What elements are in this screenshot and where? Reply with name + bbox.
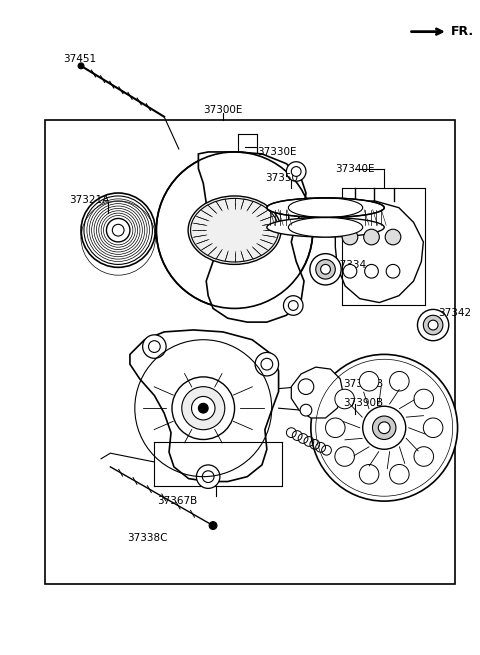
Circle shape — [81, 193, 156, 267]
Text: 37451: 37451 — [63, 54, 96, 64]
Text: 37330E: 37330E — [257, 147, 297, 157]
Circle shape — [198, 403, 208, 413]
Circle shape — [385, 229, 401, 245]
Circle shape — [343, 265, 357, 278]
Text: 37300E: 37300E — [203, 105, 242, 115]
Circle shape — [182, 386, 225, 430]
Circle shape — [390, 371, 409, 391]
Circle shape — [335, 389, 354, 409]
Circle shape — [192, 396, 215, 420]
Polygon shape — [130, 330, 278, 481]
Circle shape — [364, 229, 379, 245]
Circle shape — [360, 371, 379, 391]
Circle shape — [363, 406, 406, 449]
Circle shape — [321, 265, 330, 274]
Text: 37342: 37342 — [438, 309, 471, 318]
Circle shape — [325, 418, 345, 438]
Circle shape — [423, 418, 443, 438]
Circle shape — [284, 295, 303, 315]
Circle shape — [414, 389, 433, 409]
Text: 37321A: 37321A — [69, 195, 109, 205]
Circle shape — [196, 465, 220, 489]
Circle shape — [291, 166, 301, 176]
Text: 37334: 37334 — [333, 259, 367, 269]
Text: 37390B: 37390B — [343, 398, 383, 409]
Circle shape — [172, 377, 235, 440]
Text: FR.: FR. — [451, 25, 474, 38]
Circle shape — [287, 162, 306, 181]
Circle shape — [390, 464, 409, 484]
Circle shape — [365, 265, 378, 278]
Circle shape — [107, 219, 130, 242]
Circle shape — [156, 152, 313, 309]
Circle shape — [418, 309, 449, 341]
Ellipse shape — [267, 198, 384, 217]
Text: 37340E: 37340E — [335, 164, 374, 174]
Circle shape — [255, 352, 278, 376]
Circle shape — [372, 416, 396, 440]
Bar — [45, 120, 455, 584]
Text: 37350: 37350 — [265, 174, 298, 183]
Circle shape — [288, 301, 298, 310]
Circle shape — [298, 379, 314, 394]
Circle shape — [378, 422, 390, 434]
Ellipse shape — [188, 196, 281, 265]
Circle shape — [423, 315, 443, 335]
Circle shape — [311, 354, 457, 501]
Circle shape — [300, 404, 312, 416]
Circle shape — [414, 447, 433, 466]
Circle shape — [386, 265, 400, 278]
Circle shape — [342, 229, 358, 245]
Circle shape — [360, 464, 379, 484]
Circle shape — [112, 224, 124, 236]
Circle shape — [310, 253, 341, 285]
Text: 37370B: 37370B — [343, 379, 383, 389]
Circle shape — [209, 521, 217, 529]
Polygon shape — [291, 367, 343, 418]
Circle shape — [78, 63, 84, 69]
Circle shape — [143, 335, 166, 358]
Text: 37367B: 37367B — [157, 496, 197, 506]
Ellipse shape — [267, 217, 384, 237]
Text: 37338C: 37338C — [127, 533, 168, 544]
Ellipse shape — [288, 217, 363, 237]
Circle shape — [335, 447, 354, 466]
Circle shape — [316, 259, 336, 279]
Polygon shape — [336, 201, 423, 303]
Circle shape — [428, 320, 438, 330]
Polygon shape — [198, 152, 306, 322]
